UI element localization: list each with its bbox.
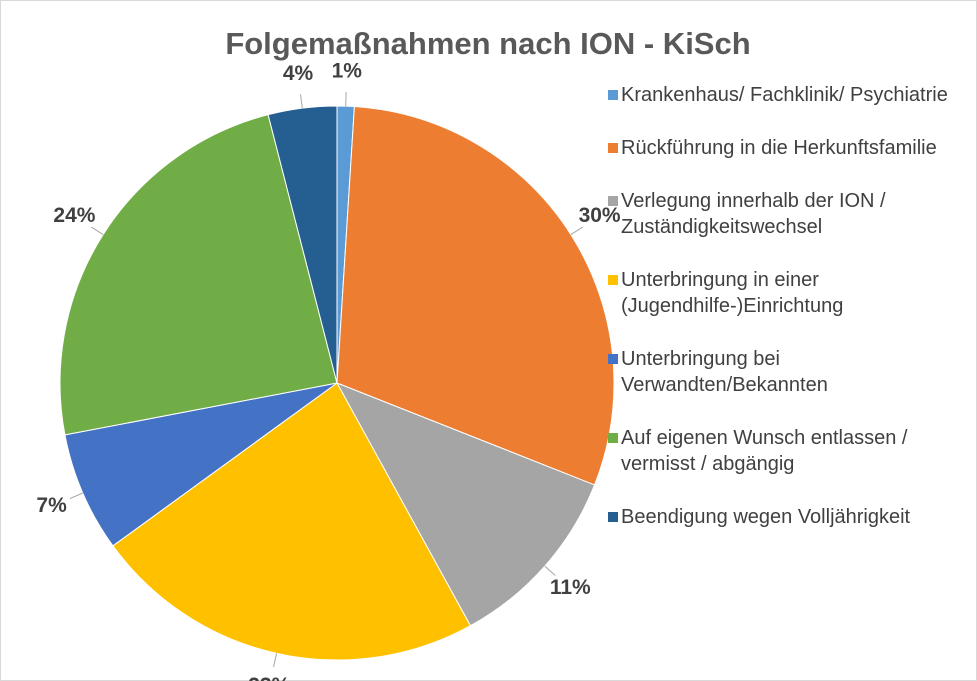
data-label: 1%	[332, 60, 363, 83]
legend-label: Rückführung in die Herkunftsfamilie	[621, 137, 937, 159]
leader-line	[300, 94, 303, 109]
legend-item: Unterbringung bei Verwandten/Bekannten	[608, 346, 970, 398]
legend-swatch	[608, 196, 618, 206]
data-label: 4%	[283, 62, 314, 85]
pie-slice	[336, 106, 615, 486]
legend-label: Unterbringung in einer (Jugendhilfe-)Ein…	[621, 269, 844, 317]
chart-title: Folgemaßnahmen nach ION - KiSch	[225, 26, 750, 61]
legend-label: Beendigung wegen Volljährigkeit	[621, 506, 911, 528]
legend-swatch	[608, 143, 618, 153]
data-label: 11%	[550, 576, 591, 599]
legend-item: Unterbringung in einer (Jugendhilfe-)Ein…	[608, 267, 970, 319]
legend-swatch	[608, 433, 618, 443]
legend-item: Beendigung wegen Volljährigkeit	[608, 504, 970, 530]
leader-line	[544, 565, 556, 576]
pie-slice	[64, 382, 338, 547]
pie-slice	[112, 382, 472, 661]
legend: Krankenhaus/ Fachklinik/ Psychiatrie Rück…	[608, 82, 970, 557]
legend-label: Unterbringung bei Verwandten/Bekannten	[621, 348, 828, 396]
leader-line	[570, 226, 583, 235]
legend-item: Rückführung in die Herkunftsfamilie	[608, 135, 970, 161]
data-label: 23%	[248, 674, 290, 681]
pie-slice	[59, 114, 338, 436]
data-label: 24%	[53, 204, 95, 227]
data-label: 7%	[36, 494, 67, 517]
legend-swatch	[608, 512, 618, 522]
legend-item: Auf eigenen Wunsch entlassen / vermisst …	[608, 425, 970, 477]
leader-line	[91, 226, 104, 235]
data-label: 30%	[579, 204, 621, 227]
pie-slice	[335, 382, 596, 627]
legend-swatch	[608, 354, 618, 364]
legend-label: Krankenhaus/ Fachklinik/ Psychiatrie	[621, 84, 948, 106]
legend-item: Verlegung innerhalb der ION / Zuständigk…	[608, 188, 970, 240]
legend-item: Krankenhaus/ Fachklinik/ Psychiatrie	[608, 82, 970, 108]
legend-label: Verlegung innerhalb der ION / Zuständigk…	[621, 190, 886, 238]
leader-line	[273, 653, 278, 668]
leader-line	[69, 492, 83, 500]
legend-swatch	[608, 90, 618, 100]
legend-swatch	[608, 275, 618, 285]
legend-label: Auf eigenen Wunsch entlassen / vermisst …	[621, 427, 908, 475]
